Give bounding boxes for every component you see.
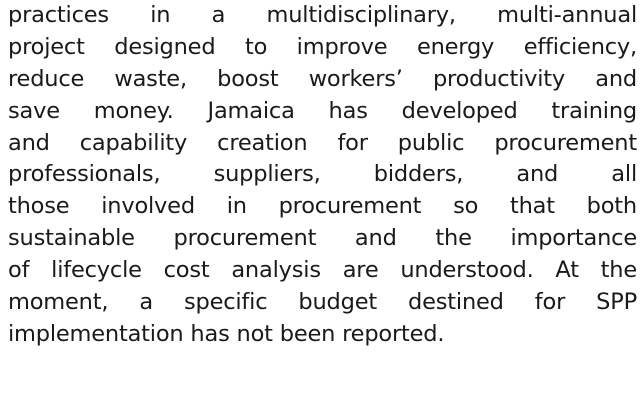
text-line: implementation has not been reported. (8, 320, 445, 347)
text-line: practices in a multidisciplinary, multi-… (8, 2, 637, 28)
text-line: moment, a specific budget destined for S… (8, 289, 637, 316)
text-line: sustainable procurement and the importan… (8, 225, 637, 252)
text-line: project designed to improve energy effic… (8, 33, 637, 60)
text-line: save money. Jamaica has developed traini… (8, 97, 637, 124)
text-line: professionals, suppliers, bidders, and a… (8, 161, 637, 188)
text-line: and capability creation for public procu… (8, 129, 637, 156)
text-line: of lifecycle cost analysis are understoo… (8, 257, 637, 284)
text-line: those involved in procurement so that bo… (8, 193, 637, 220)
text-line: reduce waste, boost workers’ productivit… (8, 65, 637, 92)
